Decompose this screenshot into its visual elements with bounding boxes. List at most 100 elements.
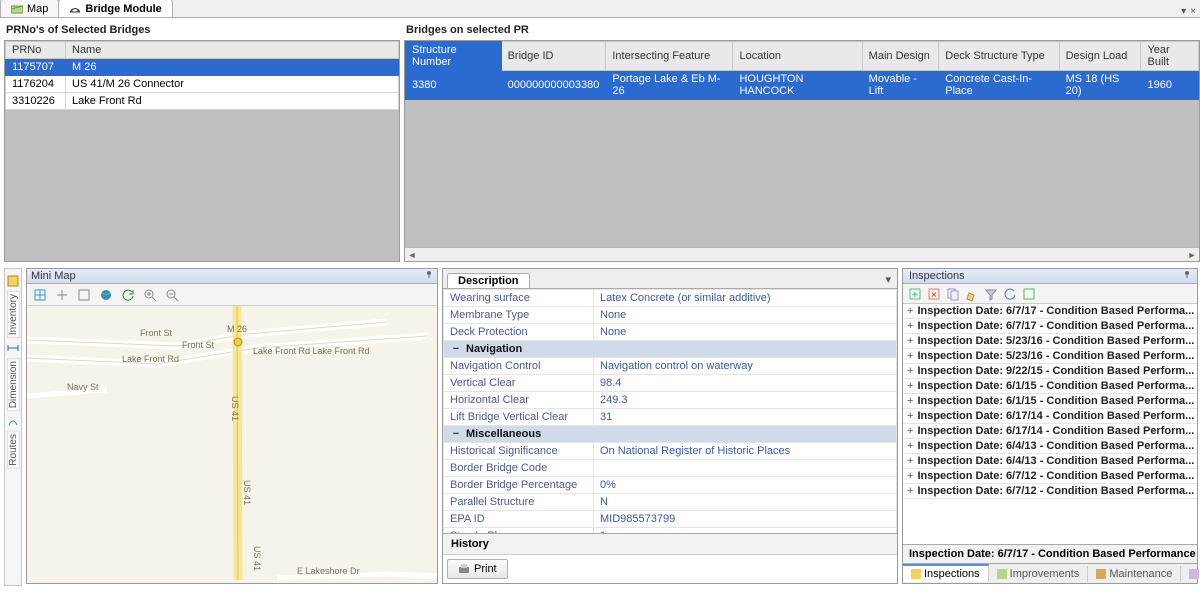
col-header[interactable]: Design Load xyxy=(1059,42,1141,71)
svg-text:+: + xyxy=(912,290,918,301)
properties-table[interactable]: Wearing surfaceLatex Concrete (or simila… xyxy=(443,289,897,533)
col-header[interactable]: Year Built xyxy=(1141,42,1199,71)
inspection-item[interactable]: +Inspection Date: 5/23/16 - Condition Ba… xyxy=(903,349,1197,364)
inspection-item[interactable]: +Inspection Date: 6/4/13 - Condition Bas… xyxy=(903,454,1197,469)
history-header[interactable]: History xyxy=(443,533,897,554)
road-label: Front St xyxy=(182,340,214,350)
col-prno[interactable]: PRNo xyxy=(6,42,66,59)
map-canvas[interactable]: Front St Front St Lake Front Rd Lake Fro… xyxy=(27,306,437,583)
inspection-item[interactable]: +Inspection Date: 6/7/12 - Condition Bas… xyxy=(903,484,1197,499)
inspection-item[interactable]: +Inspection Date: 6/7/12 - Condition Bas… xyxy=(903,469,1197,484)
road-label: US 41 xyxy=(242,480,252,505)
road-label: Lake Front Rd xyxy=(122,354,179,364)
inspection-item[interactable]: +Inspection Date: 6/17/14 - Condition Ba… xyxy=(903,424,1197,439)
inspection-item[interactable]: +Inspection Date: 9/22/15 - Condition Ba… xyxy=(903,364,1197,379)
inspection-item[interactable]: +Inspection Date: 6/1/15 - Condition Bas… xyxy=(903,379,1197,394)
pin-icon[interactable] xyxy=(425,270,433,278)
col-header[interactable]: Location xyxy=(733,42,862,71)
top-tab-strip: Map Bridge Module ▾ × xyxy=(0,0,1200,18)
property-row[interactable]: Border Bridge Code xyxy=(444,460,897,477)
edit-button[interactable] xyxy=(964,286,980,302)
property-row[interactable]: Membrane TypeNone xyxy=(444,307,897,324)
table-row[interactable]: 3310226Lake Front Rd xyxy=(6,93,399,110)
print-button[interactable]: Print xyxy=(447,559,508,579)
inspections-panel: Inspections + × +Inspection Date: 6/7/17… xyxy=(902,268,1198,584)
inspection-item[interactable]: +Inspection Date: 6/4/13 - Condition Bas… xyxy=(903,439,1197,454)
description-panel: Description ▾ Wearing surfaceLatex Concr… xyxy=(442,268,898,584)
col-header[interactable]: Deck Structure Type xyxy=(939,42,1059,71)
globe-button[interactable] xyxy=(97,286,115,304)
inspection-item[interactable]: +Inspection Date: 6/7/17 - Condition Bas… xyxy=(903,304,1197,319)
inspection-item[interactable]: +Inspection Date: 6/1/15 - Condition Bas… xyxy=(903,394,1197,409)
zoom-in-button[interactable] xyxy=(141,286,159,304)
pr-table[interactable]: PRNo Name 1175707M 261176204US 41/M 26 C… xyxy=(5,41,399,110)
scroll-right-icon[interactable]: ► xyxy=(1185,250,1199,260)
property-row[interactable]: Deck ProtectionNone xyxy=(444,324,897,341)
col-name[interactable]: Name xyxy=(66,42,399,59)
pin-icon[interactable] xyxy=(1183,270,1191,278)
mini-map-panel: Mini Map xyxy=(26,268,438,584)
side-tab-routes[interactable]: Routes xyxy=(7,431,20,469)
bridge-icon xyxy=(69,3,81,15)
dropdown-icon[interactable]: ▾ xyxy=(879,271,897,288)
btab-documents[interactable]: Documents xyxy=(1181,566,1200,582)
delete-button[interactable]: × xyxy=(926,286,942,302)
property-group[interactable]: Navigation xyxy=(444,341,897,358)
inspection-item[interactable]: +Inspection Date: 6/17/14 - Condition Ba… xyxy=(903,409,1197,424)
property-row[interactable]: Lift Bridge Vertical Clear31 xyxy=(444,409,897,426)
zoom-box-button[interactable] xyxy=(31,286,49,304)
h-scrollbar[interactable]: ◄ ► xyxy=(405,247,1199,261)
zoom-out-button[interactable] xyxy=(163,286,181,304)
tab-bridge-module[interactable]: Bridge Module xyxy=(58,0,172,17)
tab-map[interactable]: Map xyxy=(0,0,59,17)
filter-button[interactable] xyxy=(983,286,999,302)
window-close-button[interactable]: × xyxy=(1190,6,1196,17)
property-row[interactable]: Navigation ControlNavigation control on … xyxy=(444,358,897,375)
property-row[interactable]: Vertical Clear98.4 xyxy=(444,375,897,392)
col-header[interactable]: Main Design xyxy=(862,42,939,71)
routes-icon xyxy=(7,415,19,427)
property-row[interactable]: EPA IDMID985573799 xyxy=(444,511,897,528)
property-row[interactable]: Historical SignificanceOn National Regis… xyxy=(444,443,897,460)
bridges-panel: Bridges on selected PR Structure NumberB… xyxy=(404,20,1200,264)
copy-button[interactable] xyxy=(945,286,961,302)
property-row[interactable]: Wearing surfaceLatex Concrete (or simila… xyxy=(444,290,897,307)
description-tab[interactable]: Description xyxy=(447,273,530,288)
refresh-button[interactable] xyxy=(1002,286,1018,302)
btab-inspections[interactable]: Inspections xyxy=(903,564,989,582)
inspections-toolbar: + × xyxy=(903,284,1197,304)
export-button[interactable] xyxy=(1021,286,1037,302)
inspections-list[interactable]: +Inspection Date: 6/7/17 - Condition Bas… xyxy=(903,304,1197,504)
btab-improvements[interactable]: Improvements xyxy=(989,566,1089,582)
property-row[interactable]: Border Bridge Percentage0% xyxy=(444,477,897,494)
pr-list-panel: PRNo's of Selected Bridges PRNo Name 117… xyxy=(4,20,400,264)
tab-map-label: Map xyxy=(27,3,48,15)
table-row[interactable]: 1176204US 41/M 26 Connector xyxy=(6,76,399,93)
table-row[interactable]: 1175707M 26 xyxy=(6,59,399,76)
bridges-table[interactable]: Structure NumberBridge IDIntersecting Fe… xyxy=(405,41,1199,100)
inventory-icon xyxy=(7,275,19,287)
table-row[interactable]: 3380000000000003380Portage Lake & Eb M-2… xyxy=(406,71,1199,100)
col-header[interactable]: Intersecting Feature xyxy=(606,42,733,71)
side-tab-inventory[interactable]: Inventory xyxy=(7,291,20,338)
property-group[interactable]: Miscellaneous xyxy=(444,426,897,443)
pan-button[interactable] xyxy=(53,286,71,304)
map-icon xyxy=(11,3,23,15)
road-label: Navy St xyxy=(67,382,99,392)
road-label: Lake Front Rd Lake Front Rd xyxy=(253,346,370,356)
property-row[interactable]: Parallel StructureN xyxy=(444,494,897,511)
print-icon xyxy=(458,563,470,575)
btab-maintenance[interactable]: Maintenance xyxy=(1088,566,1181,582)
property-row[interactable]: Horizontal Clear249.3 xyxy=(444,392,897,409)
svg-text:×: × xyxy=(931,290,937,301)
inspection-item[interactable]: +Inspection Date: 5/23/16 - Condition Ba… xyxy=(903,334,1197,349)
window-min-button[interactable]: ▾ xyxy=(1181,6,1186,17)
full-extent-button[interactable] xyxy=(75,286,93,304)
add-button[interactable]: + xyxy=(907,286,923,302)
refresh-button[interactable] xyxy=(119,286,137,304)
inspection-item[interactable]: +Inspection Date: 6/7/17 - Condition Bas… xyxy=(903,319,1197,334)
scroll-left-icon[interactable]: ◄ xyxy=(405,250,419,260)
col-header[interactable]: Bridge ID xyxy=(501,42,606,71)
side-tab-dimension[interactable]: Dimension xyxy=(7,358,20,411)
col-header[interactable]: Structure Number xyxy=(406,42,502,71)
